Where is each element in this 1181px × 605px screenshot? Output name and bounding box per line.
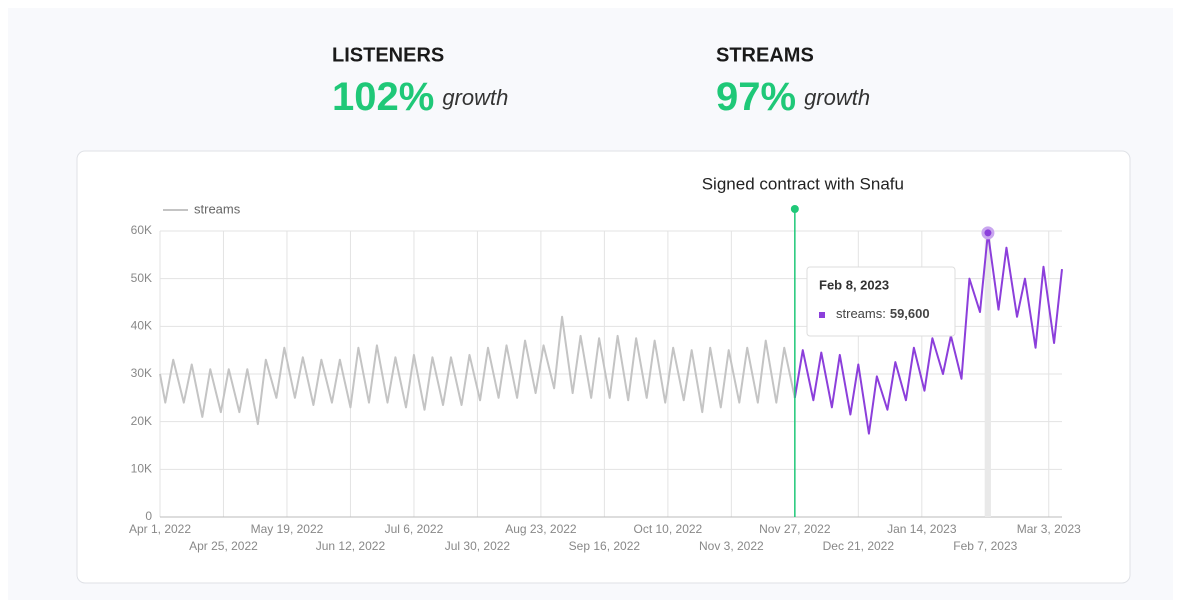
kpi-suffix: growth (442, 85, 508, 110)
kpi-line: 102% growth (332, 75, 508, 119)
legend-label: streams (194, 201, 241, 216)
y-tick-label: 0 (145, 509, 152, 523)
x-tick-label: Oct 10, 2022 (634, 522, 703, 536)
tooltip-line: streams: 59,600 (836, 306, 930, 321)
x-tick-label: Nov 3, 2022 (699, 539, 764, 553)
tooltip-value: 59,600 (890, 306, 930, 321)
tooltip-swatch (819, 312, 825, 318)
x-tick-label: Aug 23, 2022 (505, 522, 577, 536)
x-tick-label: Feb 7, 2023 (953, 539, 1017, 553)
x-tick-label: Dec 21, 2022 (823, 539, 895, 553)
x-tick-label: Jul 6, 2022 (385, 522, 444, 536)
kpi-value: 97% (716, 75, 796, 119)
annotation-label: Signed contract with Snafu (702, 174, 904, 193)
x-tick-label: Sep 16, 2022 (569, 539, 641, 553)
hover-point (981, 226, 995, 240)
kpi-line: 97% growth (716, 75, 870, 119)
hover-band (984, 231, 991, 517)
tooltip-label: streams: (836, 306, 886, 321)
tooltip-title: Feb 8, 2023 (819, 277, 889, 292)
y-tick-label: 20K (131, 414, 152, 428)
kpi-title: LISTENERS (332, 44, 444, 66)
kpi-suffix: growth (804, 85, 870, 110)
x-tick-label: Jul 30, 2022 (445, 539, 511, 553)
series-line (793, 231, 1063, 435)
x-tick-label: May 19, 2022 (251, 522, 324, 536)
y-tick-label: 10K (131, 462, 152, 476)
y-tick-label: 30K (131, 366, 152, 380)
x-tick-label: Apr 25, 2022 (189, 539, 258, 553)
y-tick-label: 60K (131, 223, 152, 237)
y-tick-label: 40K (131, 319, 152, 333)
x-tick-label: Jan 14, 2023 (887, 522, 957, 536)
tooltip-box (806, 266, 956, 337)
annotation-dot (790, 205, 799, 213)
kpi-title: STREAMS (716, 44, 814, 66)
kpi-value: 102% (332, 75, 434, 119)
x-tick-label: Nov 27, 2022 (759, 522, 831, 536)
y-tick-label: 50K (131, 271, 152, 285)
x-tick-label: Mar 3, 2023 (1017, 522, 1081, 536)
x-tick-label: Jun 12, 2022 (316, 539, 386, 553)
series-line (159, 315, 796, 426)
x-tick-label: Apr 1, 2022 (129, 522, 191, 536)
